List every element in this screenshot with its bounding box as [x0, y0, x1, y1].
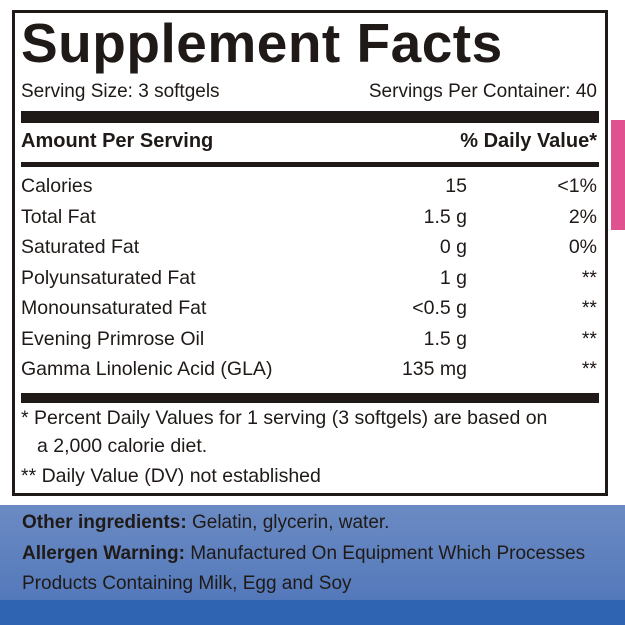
nutrient-row: Evening Primrose Oil 1.5 g **	[21, 328, 597, 359]
nutrient-table: Calories 15 <1% Total Fat 1.5 g 2% Satur…	[21, 175, 597, 389]
serving-info: Serving Size: 3 softgels Servings Per Co…	[21, 81, 597, 105]
nutrient-amount: 0 g	[439, 236, 467, 258]
nutrient-amount: 135 mg	[401, 358, 467, 380]
nutrient-name: Total Fat	[21, 205, 96, 228]
nutrient-name: Monounsaturated Fat	[21, 297, 207, 319]
column-header: Amount Per Serving % Daily Value*	[21, 130, 597, 158]
amount-per-serving-label: Amount Per Serving	[21, 130, 214, 152]
nutrient-dv: <1%	[557, 175, 597, 197]
nutrient-amount: 1.5 g	[423, 205, 467, 228]
percent-footnote-line1: * Percent Daily Values for 1 serving (3 …	[21, 407, 548, 429]
nutrient-dv: **	[581, 266, 597, 289]
servings-per-container: Servings Per Container: 40	[368, 81, 597, 102]
nutrient-dv: 2%	[568, 205, 597, 228]
supplement-facts-panel: Supplement Facts Serving Size: 3 softgel…	[12, 10, 608, 496]
allergen-warning-label: Allergen Warning:	[22, 543, 185, 564]
nutrient-amount: 1 g	[439, 266, 467, 289]
other-ingredients-label: Other ingredients:	[22, 512, 187, 533]
thick-divider	[21, 111, 599, 123]
nutrient-row: Polyunsaturated Fat 1 g **	[21, 267, 597, 298]
allergen-warning-text: Manufactured On Equipment Which Processe…	[190, 543, 586, 564]
nutrient-row: Monounsaturated Fat <0.5 g **	[21, 297, 597, 328]
other-ingredients: Other ingredients: Gelatin, glycerin, wa…	[22, 512, 389, 534]
nutrient-amount: 15	[445, 175, 467, 197]
panel-title: Supplement Facts	[21, 12, 503, 74]
package-blue-strip	[0, 600, 625, 625]
percent-footnote-line2: a 2,000 calorie diet.	[37, 435, 208, 457]
nutrient-row: Saturated Fat 0 g 0%	[21, 236, 597, 267]
nutrient-amount: <0.5 g	[412, 297, 467, 319]
dv-not-established-footnote: ** Daily Value (DV) not established	[21, 465, 321, 487]
footer-divider	[21, 393, 599, 403]
nutrient-name: Evening Primrose Oil	[21, 327, 205, 350]
other-ingredients-text: Gelatin, glycerin, water.	[191, 512, 390, 533]
nutrient-name: Calories	[21, 175, 93, 197]
header-divider	[21, 162, 599, 167]
nutrient-row: Calories 15 <1%	[21, 175, 597, 206]
nutrient-row: Gamma Linolenic Acid (GLA) 135 mg **	[21, 358, 597, 389]
package-pink-accent	[611, 120, 625, 230]
nutrient-dv: **	[581, 327, 597, 350]
allergen-warning-line2: Products Containing Milk, Egg and Soy	[22, 573, 352, 594]
nutrient-name: Polyunsaturated Fat	[21, 266, 196, 289]
nutrient-dv: **	[581, 358, 597, 380]
nutrient-amount: 1.5 g	[423, 327, 467, 350]
nutrient-name: Gamma Linolenic Acid (GLA)	[21, 358, 273, 380]
allergen-warning: Allergen Warning: Manufactured On Equipm…	[22, 543, 585, 565]
daily-value-label: % Daily Value*	[460, 130, 597, 152]
nutrient-row: Total Fat 1.5 g 2%	[21, 206, 597, 237]
serving-size: Serving Size: 3 softgels	[21, 81, 220, 102]
nutrient-dv: **	[581, 297, 597, 319]
nutrient-name: Saturated Fat	[21, 236, 140, 258]
nutrient-dv: 0%	[568, 236, 597, 258]
